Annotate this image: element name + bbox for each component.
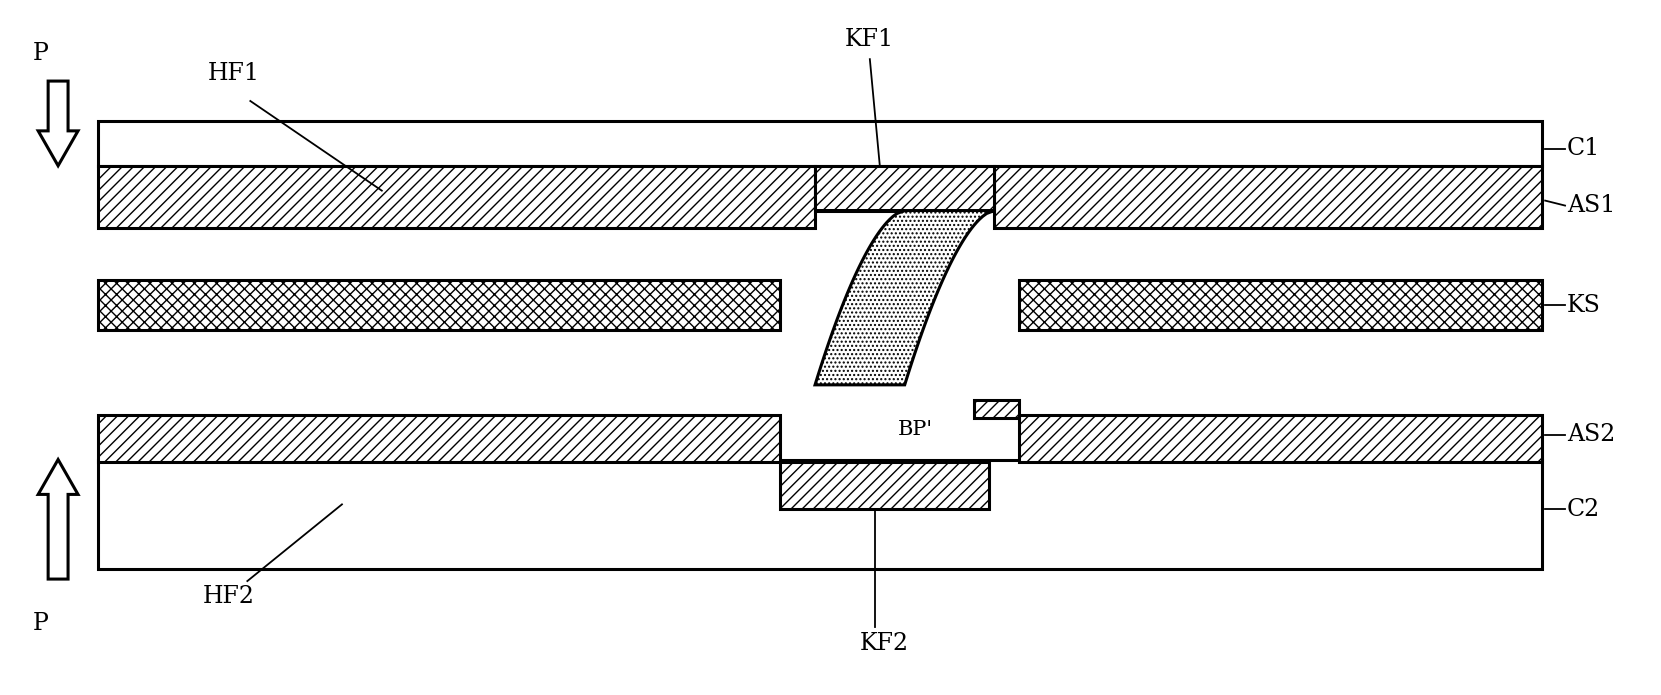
Bar	[816, 165, 995, 211]
Bar	[1020, 415, 1541, 461]
Text: BP': BP'	[897, 420, 933, 439]
Text: AS2: AS2	[1566, 423, 1616, 446]
Bar	[98, 280, 781, 330]
Text: C1: C1	[1566, 138, 1600, 161]
Text: HF2: HF2	[203, 585, 254, 609]
Bar	[98, 415, 781, 461]
Bar	[98, 121, 1541, 165]
Text: KF2: KF2	[860, 632, 909, 655]
Text: HF1: HF1	[208, 62, 259, 85]
Text: P: P	[33, 612, 50, 635]
Text: KS: KS	[1566, 294, 1601, 317]
Bar	[98, 165, 816, 229]
Text: C2: C2	[1566, 498, 1600, 521]
Bar	[781, 461, 990, 509]
Bar	[995, 165, 1541, 229]
Text: KF1: KF1	[845, 28, 894, 51]
Text: P: P	[33, 42, 50, 65]
FancyArrow shape	[38, 459, 78, 579]
Polygon shape	[816, 211, 995, 385]
Text: AS1: AS1	[1566, 194, 1616, 217]
Bar	[1020, 280, 1541, 330]
Bar	[975, 400, 1020, 418]
Bar	[98, 459, 1541, 569]
FancyArrow shape	[38, 81, 78, 165]
